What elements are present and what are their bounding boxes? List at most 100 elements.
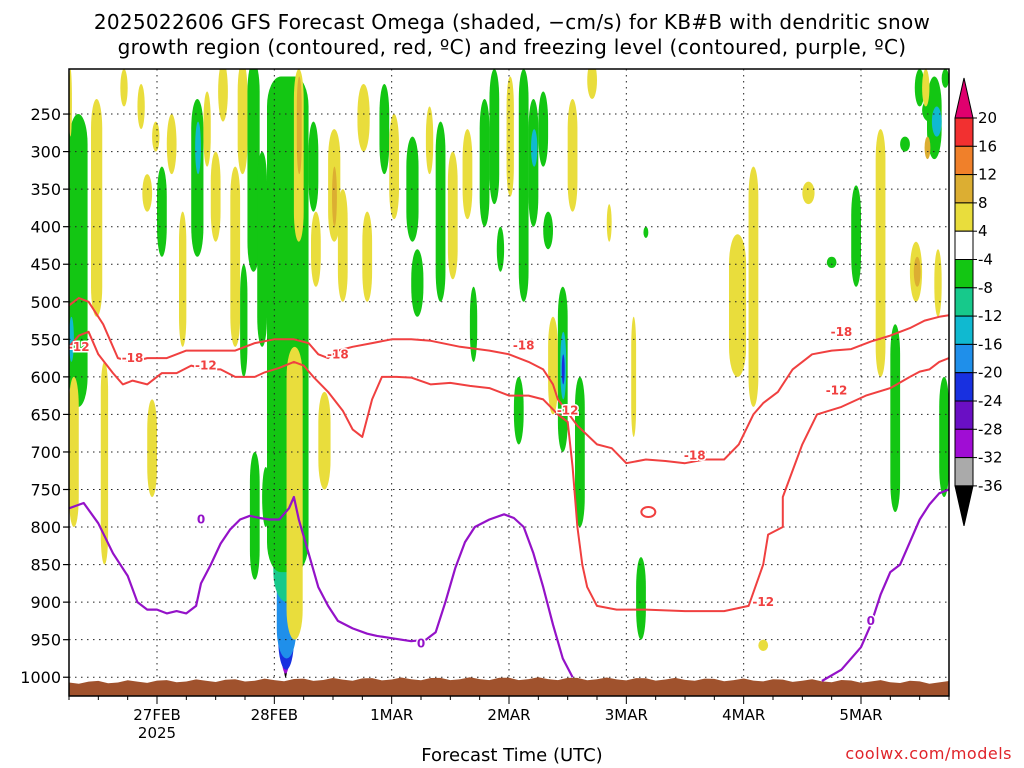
- omega-cell: [257, 151, 267, 347]
- omega-cell: [469, 286, 478, 362]
- colorbar-label: 20: [978, 109, 997, 127]
- contour-label: -18: [831, 325, 853, 339]
- omega-cell: [152, 121, 160, 152]
- colorbar-cap-bottom: [954, 485, 974, 527]
- contour-label: 0: [197, 513, 205, 527]
- colorbar-segment: [954, 145, 974, 176]
- y-tick-label: 250: [30, 105, 61, 124]
- omega-cell: [296, 76, 302, 175]
- y-tick-label: 500: [30, 293, 61, 312]
- omega-cell: [531, 129, 538, 167]
- colorbar-segment: [954, 315, 974, 345]
- omega-cell: [931, 106, 942, 137]
- contour-label: -18: [122, 351, 144, 365]
- omega-cell: [462, 129, 473, 220]
- dendritic-contour: [69, 297, 949, 465]
- colorbar-label: -36: [978, 477, 1003, 495]
- omega-cell: [240, 264, 248, 377]
- colorbar-segment: [954, 117, 974, 147]
- omega-cell: [496, 226, 505, 272]
- colorbar-label: -4: [978, 251, 993, 269]
- omega-cell: [318, 391, 331, 490]
- omega-cell: [479, 99, 490, 227]
- omega-cell: [924, 136, 931, 160]
- colorbar-segment: [954, 174, 974, 204]
- colorbar-segment: [954, 428, 974, 459]
- x-tick-label: 2MAR: [487, 706, 530, 724]
- omega-cell: [543, 211, 553, 250]
- omega-cell: [934, 249, 942, 317]
- colorbar-label: -20: [978, 364, 1003, 382]
- y-axis: 250 300 350 400 450 500 550 600 650 700 750 800 850 9…: [20, 105, 69, 687]
- omega-cell: [137, 84, 145, 130]
- chart-title-line-2: growth region (contoured, red, ºC) and f…: [117, 35, 907, 59]
- credit-link[interactable]: coolwx.com/models: [845, 744, 1012, 763]
- contour-label: -12: [826, 383, 848, 397]
- colorbar-segment: [954, 400, 974, 430]
- y-tick-label: 300: [30, 143, 61, 162]
- colorbar-label: 4: [978, 222, 988, 240]
- omega-cell: [643, 226, 649, 238]
- omega-cell: [357, 84, 370, 152]
- omega-cell: [922, 69, 930, 107]
- omega-cell: [548, 316, 558, 415]
- colorbar-segment: [954, 259, 974, 289]
- omega-cell: [332, 166, 337, 227]
- omega-cell: [606, 204, 612, 242]
- omega-cell: [91, 99, 103, 317]
- omega-cell: [518, 69, 529, 302]
- omega-cell: [538, 91, 549, 167]
- contour-label: 0: [417, 636, 425, 650]
- omega-cell: [120, 69, 128, 107]
- colorbar-label: -16: [978, 335, 1003, 353]
- omega-cell: [914, 69, 925, 107]
- omega-cell: [195, 121, 201, 175]
- colorbar-label: -8: [978, 279, 993, 297]
- y-tick-label: 950: [30, 631, 61, 650]
- colorbar-label: -28: [978, 420, 1003, 438]
- omega-cell: [939, 376, 949, 498]
- omega-cell: [179, 211, 187, 347]
- omega-cell: [157, 166, 167, 257]
- omega-cell: [166, 114, 177, 175]
- omega-cell: [561, 354, 565, 385]
- colorbar-segment: [954, 343, 974, 374]
- contour-label: -18: [327, 347, 349, 361]
- omega-cell: [826, 256, 837, 268]
- colorbar-segment: [954, 372, 974, 402]
- omega-cell: [308, 121, 319, 212]
- omega-cell: [69, 114, 88, 407]
- omega-cell: [758, 639, 769, 651]
- omega-cell: [362, 211, 373, 302]
- omega-cell: [100, 361, 109, 565]
- x-axis-title: Forecast Time (UTC): [421, 745, 603, 766]
- ground-terrain: [69, 677, 949, 696]
- omega-cell: [900, 136, 910, 152]
- y-tick-label: 550: [30, 330, 61, 349]
- omega-cell: [851, 185, 861, 287]
- omega-cell: [435, 121, 446, 302]
- omega-cell: [286, 346, 303, 640]
- omega-cell: [262, 466, 270, 528]
- contour-label: -18: [513, 338, 535, 352]
- colorbar-label: -24: [978, 392, 1003, 410]
- y-tick-label: 700: [30, 443, 61, 462]
- omega-cell: [567, 99, 578, 212]
- colorbar-label: -32: [978, 449, 1003, 467]
- contour-labels: -12 -18 -12 -18 -18 -12 -18 -12 -18 -12 0 0 0: [66, 323, 876, 652]
- y-tick-label: 850: [30, 556, 61, 575]
- freezing-level-contour-east: [821, 488, 949, 682]
- x-tick-label: 27FEB: [133, 706, 180, 724]
- omega-cell: [230, 166, 241, 347]
- omega-cell: [210, 151, 221, 242]
- colorbar-label: -12: [978, 307, 1003, 325]
- omega-cell: [379, 84, 390, 175]
- omega-cell: [748, 166, 759, 407]
- x-tick-label: 5MAR: [839, 706, 882, 724]
- x-tick-label: 1MAR: [370, 706, 413, 724]
- y-tick-label: 900: [30, 593, 61, 612]
- y-tick-label: 350: [30, 180, 61, 199]
- omega-cell: [142, 174, 153, 212]
